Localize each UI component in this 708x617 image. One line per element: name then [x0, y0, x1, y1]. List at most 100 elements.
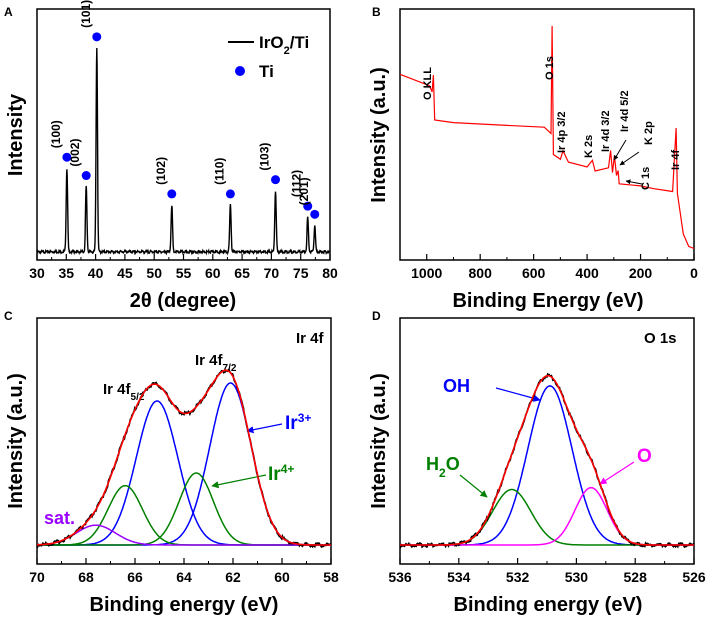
fit-component — [400, 488, 694, 546]
x-tick-label: 45 — [117, 265, 133, 281]
x-tick-label: 64 — [176, 569, 192, 585]
annotation-arrow — [619, 151, 640, 166]
label-sat: sat. — [44, 508, 75, 528]
y-axis-title-c: Intensity (a.u.) — [5, 373, 27, 509]
peak-annotation: C 1s — [640, 167, 652, 190]
x-tick-label: 80 — [322, 265, 338, 281]
fit-envelope — [400, 374, 694, 546]
peak-annotation: K 2s — [583, 135, 595, 158]
x-tick-label: 50 — [146, 265, 162, 281]
y-axis-title-b: Intensity (a.u.) — [368, 67, 390, 203]
chart-marks: 30 35 40 45 50 55 60 65 70 75 80 (100) (002) (101) (10… — [29, 0, 706, 585]
legend-label-iro2-ti: IrO2/Ti — [259, 33, 309, 57]
x-tick-label: 530 — [565, 569, 589, 585]
title-c: Ir 4f — [296, 330, 325, 347]
peak-label: (201) — [297, 177, 311, 205]
legend-a: IrO2/Ti Ti — [228, 33, 309, 81]
x-tick-label: 1000 — [411, 265, 442, 281]
peak-label: (002) — [68, 139, 82, 167]
panel-letter-d: D — [372, 309, 381, 323]
arrow-o — [599, 461, 635, 485]
x-tick-label: 528 — [624, 569, 648, 585]
peak-label: (110) — [212, 158, 226, 185]
x-axis-title-c: Binding energy (eV) — [90, 594, 279, 616]
raw-data-line — [36, 368, 332, 549]
x-tick-label: 75 — [293, 265, 309, 281]
x-tick-label: 30 — [29, 265, 45, 281]
label-o: O — [637, 446, 652, 467]
x-tick-label: 400 — [575, 265, 599, 281]
ti-peak-marker — [271, 175, 281, 185]
x-axis-title-a: 2θ (degree) — [130, 290, 236, 312]
y-axis-title-a: Intensity — [5, 93, 27, 176]
annotation-arrow — [625, 179, 643, 185]
x-tick-label: 68 — [78, 569, 94, 585]
panel-letter-a: A — [4, 5, 13, 19]
ti-peak-marker — [92, 32, 102, 42]
peak-annotation: Ir 4p 3/2 — [556, 111, 568, 153]
y-axis-title-d: Intensity (a.u.) — [368, 373, 390, 509]
label-ir4f-5-2: Ir 4f5/2 — [103, 381, 145, 403]
label-h2o: H2O — [426, 454, 460, 480]
x-tick-label: 60 — [274, 569, 290, 585]
fit-envelope — [37, 369, 331, 546]
x-axis-title-b: Binding Energy (eV) — [452, 290, 643, 312]
x-tick-label: 600 — [522, 265, 546, 281]
x-tick-label: 66 — [127, 569, 143, 585]
x-tick-label: 70 — [264, 265, 280, 281]
x-tick-label: 62 — [225, 569, 241, 585]
peak-annotation: O 1s — [544, 56, 556, 80]
peak-label: (103) — [258, 143, 272, 171]
legend-marker-swatch — [235, 66, 245, 76]
x-tick-label: 0 — [690, 265, 698, 281]
peak-label: (100) — [49, 120, 63, 148]
peak-label: (102) — [154, 157, 168, 185]
x-tick-label: 532 — [506, 569, 530, 585]
plot-frame-d — [399, 317, 695, 565]
label-ir4: Ir4+ — [268, 462, 294, 485]
ti-peak-marker — [81, 171, 91, 181]
x-tick-label: 40 — [88, 265, 104, 281]
ti-peak-marker — [225, 189, 235, 199]
x-axis-title-d: Binding energy (eV) — [454, 594, 643, 616]
legend-label-ti: Ti — [259, 62, 274, 81]
fit-component — [37, 524, 331, 546]
peak-label: (101) — [79, 0, 93, 28]
ti-peak-marker — [310, 209, 320, 219]
title-d: O 1s — [644, 330, 677, 347]
peak-annotation: Ir 4d 3/2 — [600, 110, 612, 152]
fit-component — [37, 484, 331, 546]
x-tick-label: 536 — [388, 569, 412, 585]
plot-frame-b — [399, 8, 695, 261]
arrow-ir3 — [246, 423, 283, 434]
arrow-ir4 — [211, 474, 267, 489]
peak-label: (112) — [290, 170, 304, 197]
x-tick-label: 55 — [176, 265, 192, 281]
xrd-series-line — [36, 47, 331, 256]
x-tick-label: 60 — [205, 265, 221, 281]
arrow-h2o — [459, 474, 488, 498]
x-tick-label: 58 — [323, 569, 339, 585]
x-tick-label: 800 — [469, 265, 493, 281]
peak-annotation: Ir 4d 5/2 — [619, 90, 631, 132]
annotation-arrow — [613, 139, 627, 161]
survey-series-line — [399, 25, 695, 250]
x-tick-label: 534 — [447, 569, 471, 585]
label-ir4f-7-2: Ir 4f7/2 — [195, 352, 237, 374]
panel-letter-c: C — [4, 309, 13, 323]
peak-annotation: K 2p — [643, 121, 655, 145]
ti-peak-marker — [167, 189, 177, 199]
fit-component — [400, 486, 694, 546]
x-tick-label: 65 — [234, 265, 250, 281]
x-tick-label: 526 — [682, 569, 706, 585]
peak-annotation: Ir 4f — [670, 149, 682, 170]
x-tick-label: 35 — [59, 265, 75, 281]
label-ir3: Ir3+ — [285, 411, 311, 434]
ti-peak-marker — [62, 152, 72, 162]
ti-peak-marker — [303, 201, 313, 211]
x-tick-label: 70 — [29, 569, 45, 585]
label-oh: OH — [443, 376, 470, 396]
x-tick-label: 200 — [629, 265, 653, 281]
panel-letter-b: B — [372, 5, 381, 19]
